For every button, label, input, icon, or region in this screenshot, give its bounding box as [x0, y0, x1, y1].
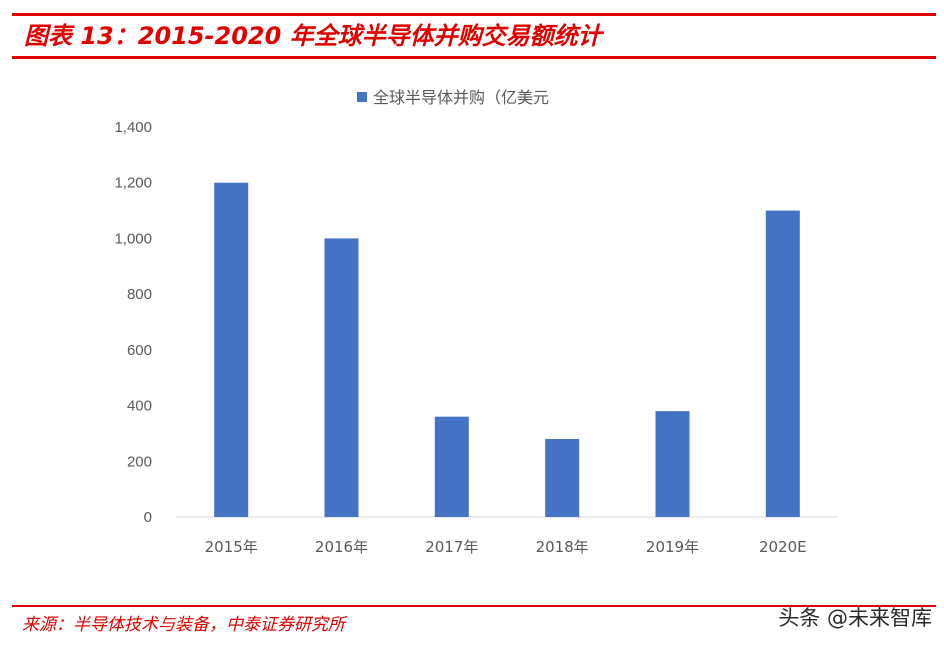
- y-tick-label: 0: [144, 509, 152, 526]
- bar: [655, 411, 690, 517]
- bar: [545, 439, 580, 517]
- y-axis-ticks: 0 200 400 600 800 1,000 1,200 1,400: [114, 119, 152, 526]
- legend-swatch: [357, 92, 367, 102]
- source-rule: [12, 605, 936, 607]
- y-tick-label: 1,200: [114, 175, 152, 192]
- bar: [214, 182, 249, 517]
- bar-chart: 全球半导体并购（亿美元 0 200 400 600 800 1,000 1,200 1,400…: [114, 88, 838, 556]
- y-tick-label: 400: [127, 398, 152, 415]
- title-bottom-rule: [12, 56, 936, 59]
- x-tick-label: 2017年: [425, 538, 478, 556]
- y-tick-label: 1,000: [114, 230, 152, 247]
- y-tick-label: 600: [127, 342, 152, 359]
- legend-label: 全球半导体并购（亿美元: [373, 88, 549, 107]
- y-tick-label: 1,400: [114, 119, 152, 136]
- figure-title: 图表 13：2015-2020 年全球半导体并购交易额统计: [24, 22, 602, 50]
- x-tick-label: 2015年: [205, 538, 258, 556]
- y-tick-label: 800: [127, 286, 152, 303]
- bar: [324, 238, 359, 517]
- bar: [765, 210, 800, 517]
- bar: [434, 416, 469, 517]
- title-top-rule: [12, 13, 936, 16]
- chart-legend: 全球半导体并购（亿美元: [357, 88, 549, 107]
- x-tick-label: 2020E: [759, 538, 807, 556]
- bar-series: [214, 182, 800, 517]
- x-tick-label: 2018年: [536, 538, 589, 556]
- source-note: 来源：半导体技术与装备，中泰证券研究所: [22, 615, 345, 635]
- x-tick-label: 2019年: [646, 538, 699, 556]
- x-axis-labels: 2015年 2016年 2017年 2018年 2019年 2020E: [205, 538, 807, 556]
- x-tick-label: 2016年: [315, 538, 368, 556]
- watermark: 头条 @未来智库: [778, 606, 932, 630]
- y-tick-label: 200: [127, 453, 152, 470]
